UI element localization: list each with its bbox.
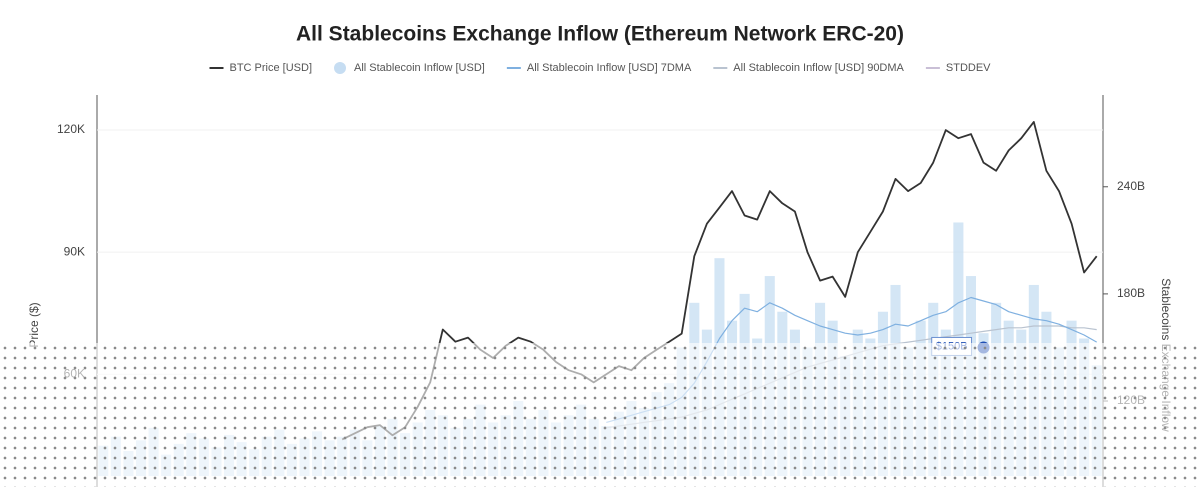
legend-swatch	[334, 62, 347, 74]
y2-tick-label: 240B	[1117, 179, 1145, 193]
y2-tick-label: 180B	[1117, 286, 1145, 300]
legend: BTC Price [USD] All Stablecoin Inflow [US…	[209, 62, 991, 74]
legend-label: STDDEV	[946, 62, 991, 74]
chart-title: All Stablecoins Exchange Inflow (Ethereu…	[296, 23, 904, 46]
series-line	[341, 121, 1098, 441]
loading-overlay	[0, 343, 1200, 487]
y-tick-label: 120K	[57, 122, 85, 136]
y-tick-label: 90K	[64, 244, 85, 258]
legend-label: BTC Price [USD]	[229, 62, 312, 74]
legend-label: All Stablecoin Inflow [USD] 90DMA	[733, 62, 904, 74]
legend-label: All Stablecoin Inflow [USD]	[354, 62, 485, 74]
y-axis-label: Price ($)	[27, 302, 41, 347]
legend-label: All Stablecoin Inflow [USD] 7DMA	[527, 62, 692, 74]
